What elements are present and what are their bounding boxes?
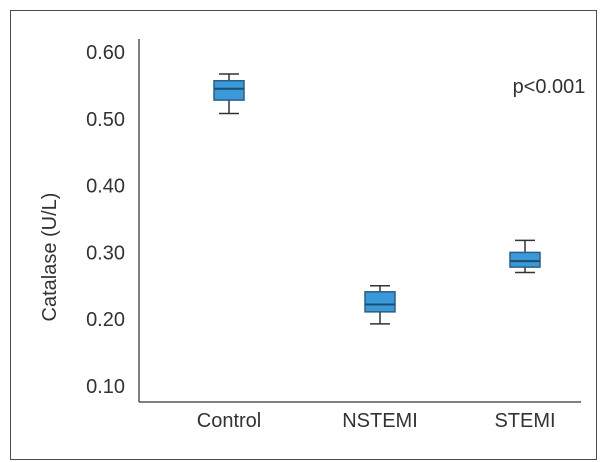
chart-plot: 0.10 0.20 0.30 0.40 0.50 0.60 Catalase (U/L) Co… bbox=[39, 39, 586, 432]
y-tick-label: 0.50 bbox=[86, 109, 125, 131]
box-body bbox=[213, 79, 245, 101]
x-tick-label: STEMI bbox=[494, 410, 555, 432]
box-body bbox=[509, 251, 541, 268]
y-tick-label: 0.30 bbox=[86, 242, 125, 264]
y-tick-label: 0.60 bbox=[86, 42, 125, 64]
box-body bbox=[364, 291, 396, 313]
y-tick-label: 0.10 bbox=[86, 376, 125, 398]
x-tick-label: NSTEMI bbox=[342, 410, 418, 432]
x-tick-label: Control bbox=[197, 410, 261, 432]
y-tick-label: 0.20 bbox=[86, 309, 125, 331]
p-value-annotation: p<0.001 bbox=[513, 76, 586, 98]
chart-figure: 0.10 0.20 0.30 0.40 0.50 0.60 Catalase (U/L) Co… bbox=[10, 10, 597, 460]
y-tick-label: 0.40 bbox=[86, 176, 125, 198]
y-axis-title: Catalase (U/L) bbox=[39, 193, 61, 322]
